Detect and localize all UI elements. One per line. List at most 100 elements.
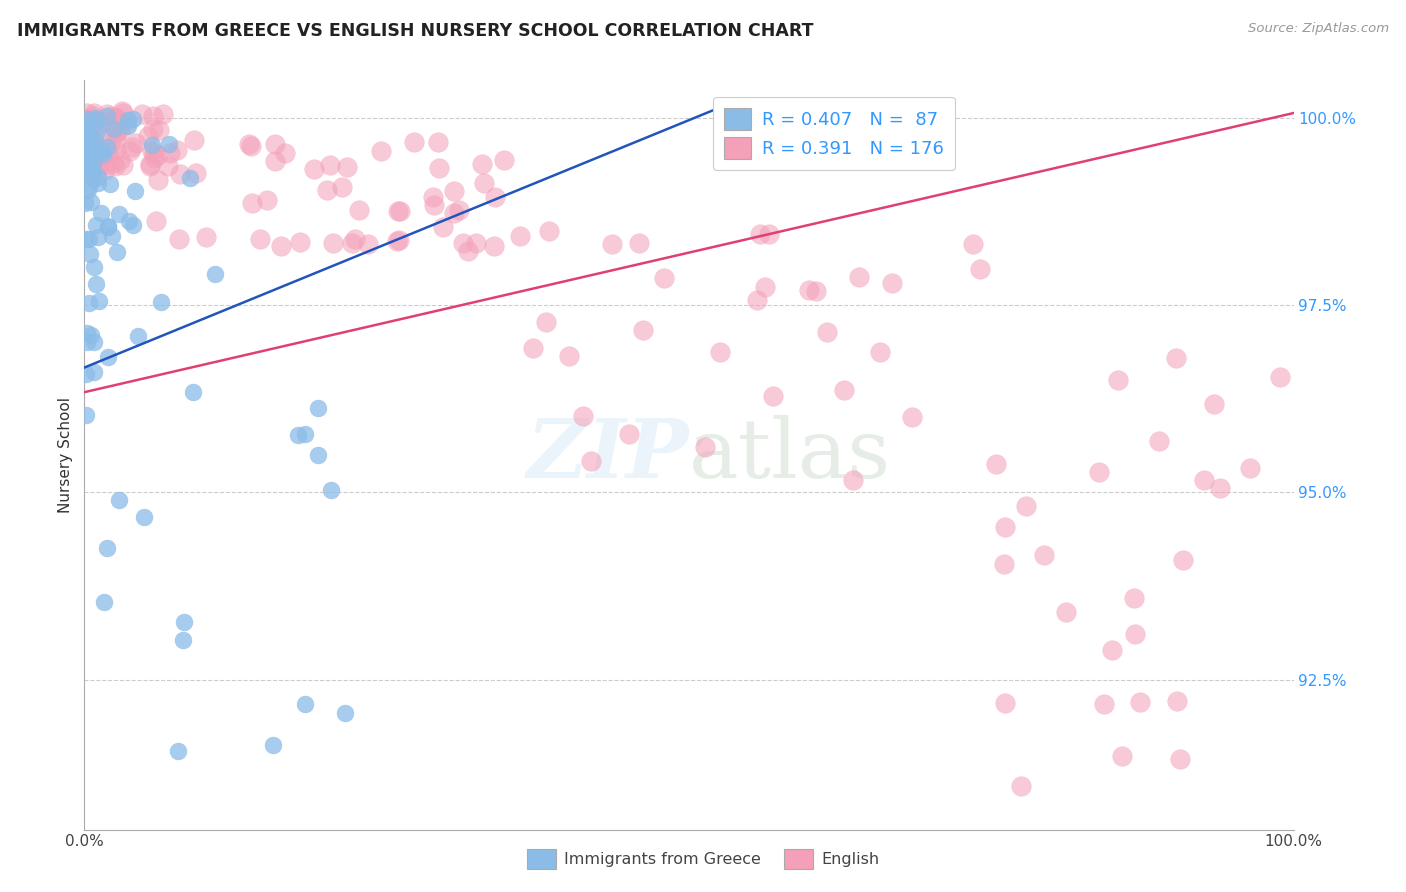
Point xyxy=(105,143,128,157)
Point xyxy=(117,119,139,133)
Point xyxy=(84,218,107,232)
Point xyxy=(87,123,110,137)
Point xyxy=(848,270,870,285)
Point xyxy=(179,171,201,186)
Point xyxy=(157,136,180,151)
Point xyxy=(449,203,471,218)
Point xyxy=(146,172,169,186)
Point xyxy=(484,190,506,204)
Point xyxy=(842,473,865,487)
Point xyxy=(139,159,162,173)
Point xyxy=(136,128,159,143)
Point xyxy=(141,144,163,158)
Point xyxy=(80,115,103,129)
Point xyxy=(139,156,162,170)
Point xyxy=(169,167,191,181)
Point xyxy=(273,145,295,160)
Point xyxy=(112,106,135,120)
Point xyxy=(195,229,218,244)
Point xyxy=(343,232,366,246)
Point xyxy=(294,697,316,711)
Point xyxy=(96,541,118,556)
Point xyxy=(474,176,496,190)
Point xyxy=(108,153,131,167)
Legend: Immigrants from Greece, English: Immigrants from Greece, English xyxy=(520,843,886,875)
Point xyxy=(105,118,128,132)
Point xyxy=(77,296,100,310)
Point xyxy=(77,232,100,246)
Point xyxy=(73,150,96,164)
Point xyxy=(143,152,166,166)
Point xyxy=(89,153,111,168)
Point xyxy=(1170,752,1192,766)
Point xyxy=(125,136,148,150)
Point xyxy=(82,172,104,186)
Point xyxy=(984,458,1007,472)
Point xyxy=(104,159,127,173)
Point xyxy=(75,139,97,153)
Point xyxy=(1010,779,1032,793)
Point xyxy=(370,144,392,158)
Point xyxy=(118,214,141,228)
Point xyxy=(465,236,488,251)
Text: Source: ZipAtlas.com: Source: ZipAtlas.com xyxy=(1249,22,1389,36)
Point xyxy=(172,632,194,647)
Point xyxy=(994,697,1017,711)
Point xyxy=(1192,473,1215,487)
Point xyxy=(695,440,717,454)
Point xyxy=(1147,434,1170,449)
Point xyxy=(93,595,115,609)
Point xyxy=(104,125,127,139)
Point xyxy=(631,323,654,337)
Point xyxy=(108,493,131,508)
Point xyxy=(336,160,359,174)
Point xyxy=(89,113,111,128)
Point xyxy=(142,109,165,123)
Point xyxy=(249,232,271,246)
Point xyxy=(882,276,904,290)
Point xyxy=(134,510,156,524)
Point xyxy=(127,329,149,343)
Point xyxy=(432,220,454,235)
Point xyxy=(1166,694,1188,708)
Point xyxy=(86,157,108,171)
Point xyxy=(804,284,827,298)
Point xyxy=(76,127,98,141)
Y-axis label: Nursery School: Nursery School xyxy=(58,397,73,513)
Point xyxy=(184,166,207,180)
Point xyxy=(387,203,409,218)
Point xyxy=(572,409,595,423)
Point xyxy=(82,109,104,123)
Point xyxy=(105,111,128,125)
Point xyxy=(287,427,309,442)
Point xyxy=(105,125,128,139)
Point xyxy=(1204,397,1226,411)
Point xyxy=(1268,370,1291,384)
Point xyxy=(754,280,776,294)
Point xyxy=(1107,372,1129,386)
Point xyxy=(315,183,337,197)
Point xyxy=(264,154,287,169)
Point xyxy=(122,112,145,126)
Point xyxy=(869,345,891,359)
Point xyxy=(80,328,103,343)
Point xyxy=(73,119,96,133)
Point xyxy=(181,385,204,400)
Point xyxy=(256,193,278,207)
Point xyxy=(262,739,284,753)
Point xyxy=(962,237,984,252)
Point xyxy=(82,156,104,170)
Point xyxy=(76,334,98,349)
Point xyxy=(84,141,107,155)
Point xyxy=(104,112,127,127)
Point xyxy=(79,114,101,128)
Point xyxy=(105,245,128,260)
Point xyxy=(815,325,838,339)
Point xyxy=(76,118,98,132)
Point xyxy=(156,159,179,173)
Point xyxy=(1239,460,1261,475)
Point xyxy=(762,389,785,403)
Point xyxy=(82,140,104,154)
Point xyxy=(96,140,118,154)
Point xyxy=(443,206,465,220)
